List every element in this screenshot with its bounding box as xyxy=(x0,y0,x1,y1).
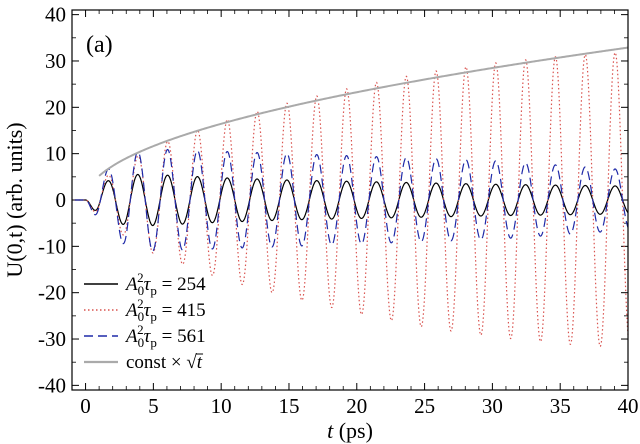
y-tick-label: -20 xyxy=(38,281,66,305)
legend-subscript-p: p xyxy=(150,335,157,350)
y-tick-label: 0 xyxy=(56,188,67,212)
legend-value: = 561 xyxy=(157,326,206,347)
series-line-4 xyxy=(98,46,629,177)
legend-superscript: 2 xyxy=(137,296,144,311)
legend-superscript: 2 xyxy=(137,322,144,337)
x-tick-label: 20 xyxy=(346,394,367,418)
y-tick-label: -10 xyxy=(38,234,66,258)
x-tick-label: 5 xyxy=(148,394,159,418)
legend-symbol-A: A xyxy=(124,326,138,347)
legend-sqrt-var: t xyxy=(197,352,203,373)
legend-symbol-A: A xyxy=(124,300,138,321)
legend-label-1: A02τp = 254 xyxy=(124,270,206,298)
x-axis-label: t (ps) xyxy=(327,418,373,443)
legend-symbol-tau: τ xyxy=(144,300,152,321)
x-axis-variable: t xyxy=(327,418,334,443)
x-tick-label: 15 xyxy=(278,394,299,418)
series-line-1 xyxy=(74,173,629,227)
y-tick-label: 10 xyxy=(45,142,66,166)
legend-label-3: A02τp = 561 xyxy=(124,322,206,350)
y-tick-label: -40 xyxy=(38,373,66,397)
series-layer xyxy=(74,46,629,347)
x-axis-unit: (ps) xyxy=(339,418,373,443)
legend-subscript: 0 xyxy=(138,335,145,350)
y-tick-label: 20 xyxy=(45,95,66,119)
legend-value: = 254 xyxy=(157,274,206,295)
x-tick-label: 0 xyxy=(80,394,91,418)
y-tick-label: 30 xyxy=(45,49,66,73)
legend-subscript-p: p xyxy=(150,309,157,324)
legend-value: = 415 xyxy=(157,300,206,321)
x-tick-label: 40 xyxy=(618,394,639,418)
legend-subscript-p: p xyxy=(150,283,157,298)
legend-symbol-tau: τ xyxy=(144,326,152,347)
legend-const: const × xyxy=(126,352,186,373)
x-tick-label: 30 xyxy=(482,394,503,418)
series-line-3 xyxy=(74,148,629,252)
legend-symbol-tau: τ xyxy=(144,274,152,295)
x-tick-label: 35 xyxy=(550,394,571,418)
series-line-2 xyxy=(74,52,629,347)
y-tick-label: 40 xyxy=(45,3,66,27)
y-axis-label: U(0,t) (arb. units) xyxy=(2,122,27,277)
legend-label-2: A02τp = 415 xyxy=(124,296,206,324)
y-tick-label: -30 xyxy=(38,327,66,351)
panel-label: (a) xyxy=(86,32,113,58)
legend-superscript: 2 xyxy=(137,270,144,285)
x-tick-label: 10 xyxy=(211,394,232,418)
legend-subscript: 0 xyxy=(138,309,145,324)
legend-sqrt: √ xyxy=(186,352,197,373)
plot-frame xyxy=(71,9,629,391)
legend-symbol-A: A xyxy=(124,274,138,295)
x-tick-label: 25 xyxy=(414,394,435,418)
legend-subscript: 0 xyxy=(138,283,145,298)
legend-label-4: const × √t xyxy=(126,352,203,373)
